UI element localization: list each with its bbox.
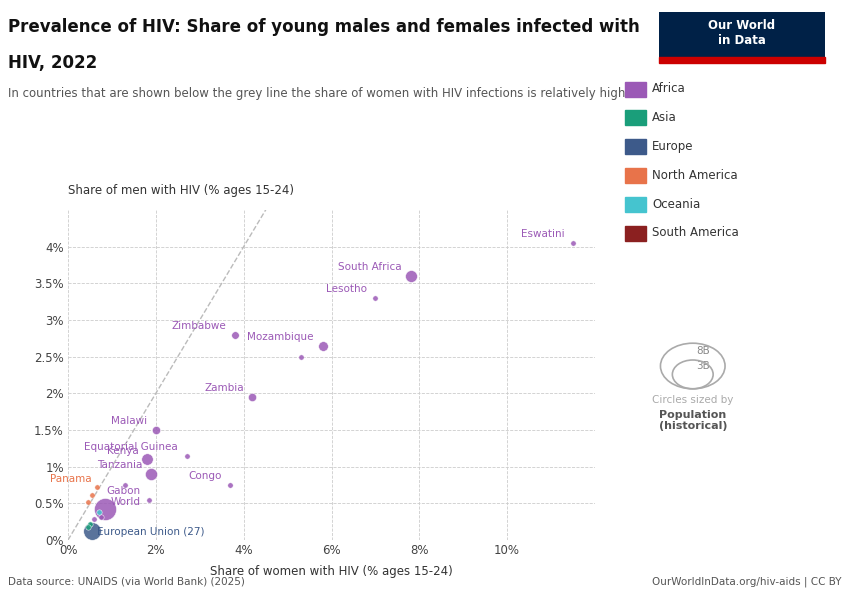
- Point: [140, 455, 154, 464]
- Text: 8B: 8B: [696, 346, 710, 356]
- Text: Kenya: Kenya: [106, 446, 139, 455]
- Point: [144, 469, 158, 479]
- Point: [566, 238, 580, 248]
- Text: OurWorldInData.org/hiv-aids | CC BY: OurWorldInData.org/hiv-aids | CC BY: [652, 576, 842, 587]
- Text: Zambia: Zambia: [204, 383, 244, 394]
- Text: North America: North America: [652, 169, 738, 182]
- Point: [99, 505, 112, 514]
- Text: South Africa: South Africa: [338, 262, 402, 272]
- Point: [94, 512, 108, 521]
- Text: HIV, 2022: HIV, 2022: [8, 54, 98, 72]
- Point: [90, 482, 104, 492]
- Text: Equatorial Guinea: Equatorial Guinea: [84, 442, 178, 452]
- Point: [179, 451, 193, 460]
- Point: [81, 497, 94, 506]
- Point: [83, 519, 97, 529]
- Text: Zimbabwe: Zimbabwe: [172, 321, 226, 331]
- Text: Malawi: Malawi: [110, 416, 147, 427]
- Text: Tanzania: Tanzania: [97, 460, 143, 470]
- Point: [81, 522, 94, 532]
- Point: [246, 392, 259, 402]
- Point: [294, 352, 308, 361]
- Bar: [659, 57, 824, 63]
- Text: Panama: Panama: [49, 473, 91, 484]
- Text: Lesotho: Lesotho: [326, 284, 366, 295]
- Point: [118, 480, 132, 490]
- Text: In countries that are shown below the grey line the share of women with HIV infe: In countries that are shown below the gr…: [8, 87, 641, 100]
- Point: [88, 515, 101, 524]
- Text: Circles sized by: Circles sized by: [652, 395, 734, 405]
- Point: [369, 293, 382, 303]
- Point: [316, 341, 330, 350]
- Text: Our World
in Data: Our World in Data: [708, 19, 775, 47]
- Text: Data source: UNAIDS (via World Bank) (2025): Data source: UNAIDS (via World Bank) (20…: [8, 577, 246, 587]
- Text: Prevalence of HIV: Share of young males and females infected with: Prevalence of HIV: Share of young males …: [8, 18, 640, 36]
- Point: [228, 330, 241, 340]
- X-axis label: Share of women with HIV (% ages 15-24): Share of women with HIV (% ages 15-24): [210, 565, 453, 578]
- Point: [224, 480, 237, 490]
- Text: Congo: Congo: [189, 472, 222, 481]
- Text: Europe: Europe: [652, 140, 694, 153]
- Text: European Union (27): European Union (27): [98, 527, 205, 537]
- Text: Gabon: Gabon: [106, 486, 140, 496]
- Point: [85, 490, 99, 499]
- Text: Eswatini: Eswatini: [521, 229, 564, 239]
- Point: [404, 271, 417, 281]
- Text: Share of men with HIV (% ages 15-24): Share of men with HIV (% ages 15-24): [68, 184, 294, 197]
- Text: 3B: 3B: [696, 361, 710, 371]
- Text: Asia: Asia: [652, 111, 677, 124]
- Text: South America: South America: [652, 226, 739, 239]
- Text: Oceania: Oceania: [652, 197, 700, 211]
- Point: [92, 508, 105, 517]
- Point: [143, 495, 156, 505]
- Text: World: World: [110, 497, 140, 507]
- Point: [149, 425, 162, 435]
- Text: Mozambique: Mozambique: [247, 332, 314, 342]
- Point: [85, 526, 99, 536]
- Text: Africa: Africa: [652, 82, 686, 95]
- Text: Population
(historical): Population (historical): [659, 410, 727, 431]
